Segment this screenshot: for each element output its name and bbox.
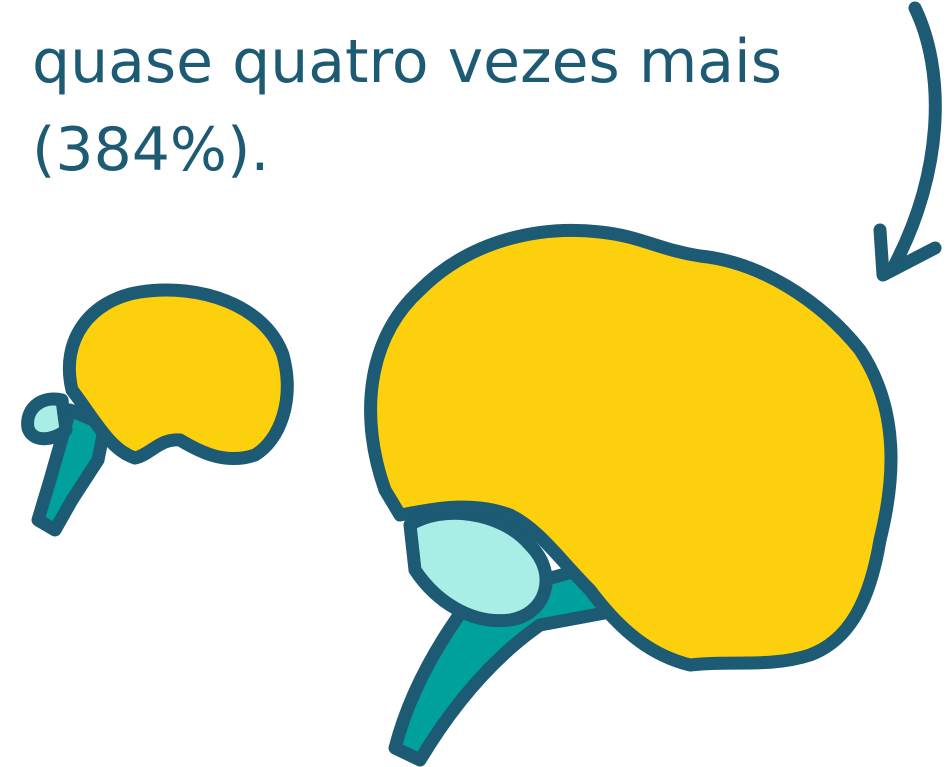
- headline-line: quase quatro vezes mais: [32, 27, 782, 97]
- illustration: quase quatro vezes mais (384%).: [0, 0, 948, 767]
- page: quase quatro vezes mais (384%). (() => {…: [0, 0, 948, 767]
- big-brain: [371, 230, 891, 760]
- headline-line: (384%).: [32, 115, 269, 185]
- small-brain: [28, 290, 288, 530]
- arrow: [880, 8, 935, 275]
